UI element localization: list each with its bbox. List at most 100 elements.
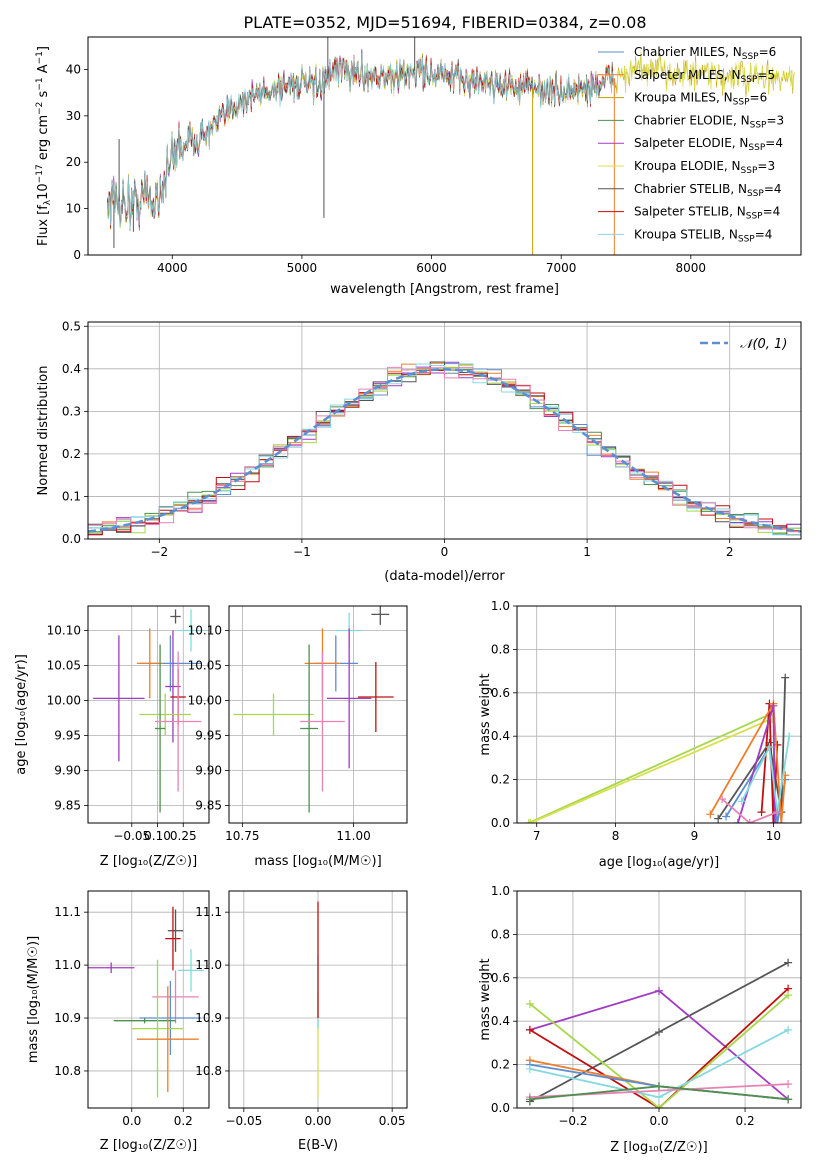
legend-entry: 𝒩(0, 1)	[740, 337, 787, 352]
legend-entry-name: Salpeter STELIB, N	[634, 205, 746, 219]
weight-line	[529, 994, 789, 1108]
x-axis-label: mass [log₁₀(M/M☉)]	[254, 854, 381, 869]
x-tick-label: −0.05	[225, 1114, 262, 1128]
y-tick-label: 1.0	[491, 884, 510, 898]
x-tick-label: 7000	[546, 261, 577, 275]
y-axis-label-part: −2	[35, 102, 45, 115]
weight-vs-age-panel: 7 8 9 10 0.0 0.2 0.4 0.6 0.8 1.0 age [log₁₀(age/yr…	[478, 599, 802, 870]
y-tick-label: 0.2	[491, 1058, 510, 1072]
y-tick-label: 0.4	[62, 362, 81, 376]
x-axis-label: age [log₁₀(age/yr)]	[599, 855, 720, 870]
weight-line	[530, 717, 773, 823]
x-tick-label: 10.75	[225, 829, 259, 843]
weight-line	[721, 798, 778, 823]
legend-entry: Chabrier STELIB, NSSP=4	[634, 182, 782, 199]
weight-marker	[706, 810, 715, 819]
y-tick-label: 0.8	[491, 927, 510, 941]
legend-entry-name: Kroupa MILES, N	[634, 91, 733, 105]
axes-frame	[87, 890, 210, 1109]
y-axis-label-part: s	[36, 90, 51, 101]
x-tick-label: 0.00	[305, 1114, 332, 1128]
y-tick-label: 10.9	[54, 1011, 81, 1025]
y-tick-label: 10.00	[188, 694, 222, 708]
y-tick-label: 10.00	[47, 694, 81, 708]
weight-marker	[785, 732, 794, 741]
y-axis-label: mass weight	[478, 958, 493, 1040]
legend-entry-name: Chabrier MILES, N	[634, 45, 742, 59]
weight-marker	[777, 819, 786, 823]
weight-marker	[784, 1025, 793, 1034]
x-tick-label: 0.2	[174, 1114, 193, 1128]
legend-entry-value: =4	[765, 136, 783, 150]
y-tick-label: 1.0	[491, 599, 510, 613]
y-tick-label: 0.5	[62, 319, 81, 333]
axes-frame	[516, 605, 802, 824]
y-tick-label: 10.10	[47, 624, 81, 638]
x-tick-label: 10	[766, 829, 781, 843]
legend-entry: Salpeter MILES, NSSP=5	[634, 68, 775, 85]
x-tick-label: 7	[533, 829, 541, 843]
age-vs-metallicity-panel: −0.050.10 0.25 9.85 9.90 9.95 10.00 10.05 10.10…	[14, 605, 210, 869]
legend-entry-value: =5	[757, 68, 775, 82]
x-tick-label: 0	[441, 545, 449, 559]
legend-entry-name: Salpeter ELODIE, N	[634, 136, 748, 150]
y-tick-label: 0.6	[491, 971, 510, 985]
legend-entry-sub: SSP	[750, 120, 767, 130]
x-axis-label: Z [log₁₀(Z/Z☉)]	[100, 854, 197, 869]
x-tick-label: 9	[691, 829, 699, 843]
legend-entry-sub: SSP	[738, 234, 755, 244]
legend-entry: Salpeter STELIB, NSSP=4	[634, 205, 780, 222]
x-tick-label: 8000	[676, 261, 707, 275]
x-tick-label: 5000	[287, 261, 318, 275]
weight-marker	[525, 1095, 534, 1104]
weight-marker	[773, 819, 782, 823]
y-axis-label-part: −1	[35, 77, 45, 90]
weight-marker	[655, 1104, 663, 1108]
legend-entry-sub: SSP	[742, 52, 759, 62]
legend-entry-name: Kroupa ELODIE, N	[634, 159, 741, 173]
x-tick-label: 2	[726, 545, 734, 559]
weight-marker	[525, 999, 534, 1008]
weight-marker	[714, 814, 723, 823]
residuals-panel: −2 −1 0 1 2 0.0 0.1 0.2 0.3 0.4 0.5 𝒩(0, 1) (data-mo…	[36, 319, 802, 584]
y-axis-label: Flux [fλ10−17 erg cm−2 s−1 A−1]	[35, 46, 53, 246]
y-tick-label: 9.90	[54, 764, 81, 778]
x-axis-label: (data-model)/error	[384, 569, 505, 584]
weight-marker	[773, 808, 782, 817]
axes-frame	[228, 605, 408, 824]
y-axis-label: mass [log₁₀(M/M☉)]	[26, 936, 41, 1063]
weight-marker	[524, 819, 533, 823]
y-tick-label: 20	[66, 155, 81, 169]
y-tick-label: 11.0	[195, 958, 222, 972]
weight-marker	[769, 819, 778, 823]
legend-entry-name: Chabrier ELODIE, N	[634, 113, 750, 127]
weight-marker	[526, 819, 535, 823]
legend-entry: Kroupa ELODIE, NSSP=3	[634, 159, 775, 176]
y-axis-label-part: Flux [f	[36, 205, 51, 246]
y-axis-label: mass weight	[478, 673, 493, 755]
y-tick-label: 0.0	[491, 1101, 510, 1115]
weight-marker	[765, 743, 774, 752]
y-tick-label: 10.8	[54, 1064, 81, 1078]
legend-entry-name: Chabrier STELIB, N	[634, 182, 747, 196]
x-tick-label: 0.25	[170, 829, 197, 843]
weight-line	[740, 736, 791, 813]
y-tick-label: 0.0	[62, 532, 81, 546]
y-axis-label-part: −1	[35, 51, 45, 64]
y-tick-label: 10.10	[188, 624, 222, 638]
weight-marker	[769, 701, 778, 710]
legend-entry: Chabrier ELODIE, NSSP=3	[634, 113, 784, 130]
y-tick-label: 10.8	[195, 1064, 222, 1078]
weight-marker	[784, 958, 793, 967]
weight-vs-metallicity-panel: −0.2 0.0 0.2 0.0 0.2 0.4 0.6 0.8 1.0 Z [log₁₀(Z/Z…	[478, 884, 802, 1155]
x-tick-label: 8	[612, 829, 620, 843]
weight-marker	[770, 819, 779, 823]
y-tick-label: 30	[66, 109, 81, 123]
weight-marker	[655, 1082, 663, 1091]
weight-marker	[722, 812, 731, 821]
y-tick-label: 9.95	[195, 729, 222, 743]
plot-area	[88, 906, 204, 1098]
weight-marker	[757, 808, 766, 817]
weight-marker	[737, 797, 746, 806]
